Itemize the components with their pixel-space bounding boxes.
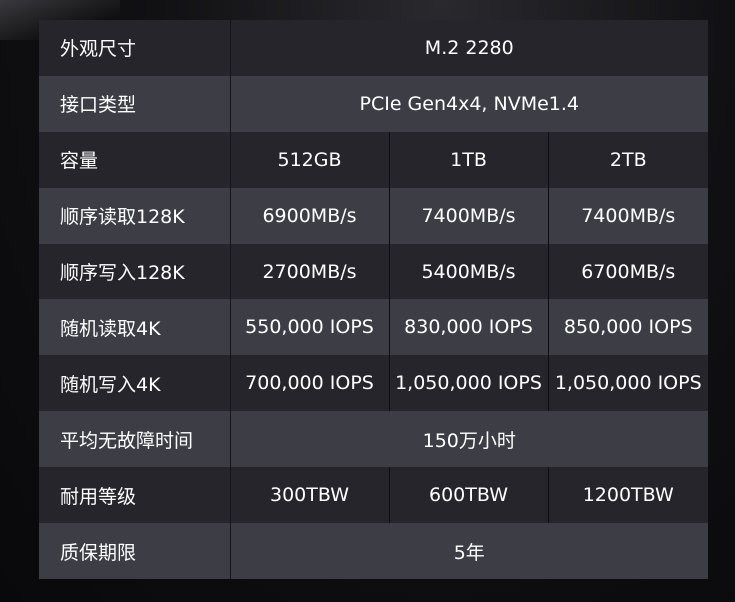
spec-value: 7400MB/s xyxy=(388,187,548,244)
spec-label: 接口类型 xyxy=(39,75,230,132)
spec-row-form-factor: 外观尺寸 M.2 2280 xyxy=(39,20,709,76)
spec-value: 5400MB/s xyxy=(388,243,548,300)
spec-label: 质保期限 xyxy=(39,523,230,579)
spec-row-rand-write: 随机写入4K 700,000 IOPS 1,050,000 IOPS 1,050… xyxy=(39,355,709,412)
spec-value: 5年 xyxy=(229,523,709,579)
spec-row-seq-write: 顺序写入128K 2700MB/s 5400MB/s 6700MB/s xyxy=(39,243,709,300)
spec-value: 512GB xyxy=(229,131,389,188)
spec-label: 随机写入4K xyxy=(39,355,230,412)
spec-label: 顺序写入128K xyxy=(39,243,230,300)
spec-value: 2700MB/s xyxy=(229,243,389,300)
spec-value: 6700MB/s xyxy=(547,243,709,300)
spec-value: M.2 2280 xyxy=(229,20,709,76)
spec-label: 耐用等级 xyxy=(39,467,230,524)
spec-value: 1TB xyxy=(388,131,548,188)
spec-label: 随机读取4K xyxy=(39,299,230,356)
spec-label: 平均无故障时间 xyxy=(39,411,230,468)
spec-label: 容量 xyxy=(39,131,230,188)
spec-value: 600TBW xyxy=(388,467,548,524)
spec-value: 2TB xyxy=(547,131,709,188)
spec-row-rand-read: 随机读取4K 550,000 IOPS 830,000 IOPS 850,000… xyxy=(39,299,709,356)
spec-value: 550,000 IOPS xyxy=(229,299,389,356)
spec-value: PCIe Gen4x4, NVMe1.4 xyxy=(229,75,709,132)
spec-value: 850,000 IOPS xyxy=(547,299,709,356)
spec-value: 300TBW xyxy=(229,467,389,524)
spec-row-endurance: 耐用等级 300TBW 600TBW 1200TBW xyxy=(39,467,709,524)
spec-row-seq-read: 顺序读取128K 6900MB/s 7400MB/s 7400MB/s xyxy=(39,187,709,244)
spec-value: 1200TBW xyxy=(547,467,709,524)
spec-label: 外观尺寸 xyxy=(39,20,230,76)
spec-value: 1,050,000 IOPS xyxy=(388,355,548,412)
spec-row-interface: 接口类型 PCIe Gen4x4, NVMe1.4 xyxy=(39,75,709,132)
spec-value: 830,000 IOPS xyxy=(388,299,548,356)
spec-value: 7400MB/s xyxy=(547,187,709,244)
spec-row-warranty: 质保期限 5年 xyxy=(39,523,709,579)
spec-table: 外观尺寸 M.2 2280 接口类型 PCIe Gen4x4, NVMe1.4 … xyxy=(39,20,709,579)
spec-value: 700,000 IOPS xyxy=(229,355,389,412)
spec-label: 顺序读取128K xyxy=(39,187,230,244)
spec-value: 6900MB/s xyxy=(229,187,389,244)
spec-row-mtbf: 平均无故障时间 150万小时 xyxy=(39,411,709,468)
spec-value: 150万小时 xyxy=(229,411,709,468)
spec-row-capacity: 容量 512GB 1TB 2TB xyxy=(39,131,709,188)
spec-value: 1,050,000 IOPS xyxy=(547,355,709,412)
